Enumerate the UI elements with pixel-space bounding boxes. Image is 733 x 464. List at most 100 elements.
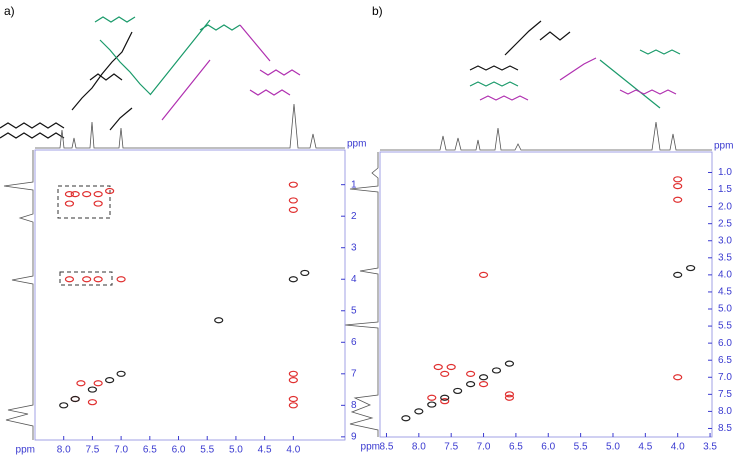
cross-peak — [427, 401, 437, 408]
x-tick-label: 6.0 — [172, 445, 186, 456]
cross-peak — [466, 370, 476, 377]
y-tick-label: 4.0 — [718, 270, 732, 281]
x-tick-label: 6.5 — [509, 442, 523, 453]
plot-frame — [379, 151, 713, 438]
cross-peak — [214, 317, 224, 324]
cross-peak — [673, 374, 683, 381]
x-tick-label: 8.0 — [412, 442, 426, 453]
x-axis-label: ppm — [16, 445, 35, 456]
cross-peak — [673, 183, 683, 190]
y-axis-label: ppm — [347, 139, 366, 150]
cross-peak — [466, 380, 476, 388]
x-tick-label: 6.0 — [541, 442, 555, 453]
cross-peak — [478, 374, 489, 381]
cross-peak — [93, 200, 103, 207]
x-tick-label: 7.5 — [85, 445, 99, 456]
cross-peak — [504, 394, 515, 401]
cross-peak — [64, 276, 75, 283]
y-tick-label: 1.0 — [718, 167, 732, 178]
cross-peak — [686, 264, 696, 272]
y-tick-label: 6 — [351, 337, 357, 348]
y-tick-label: 2.0 — [718, 201, 732, 212]
y-tick-label: 4 — [351, 274, 357, 285]
y-axis-label: ppm — [714, 141, 733, 152]
cross-peak — [453, 387, 463, 395]
x-tick-label: 4.5 — [638, 442, 652, 453]
cross-peak — [87, 399, 98, 406]
cross-peak — [673, 196, 683, 203]
cross-peak — [491, 367, 502, 374]
cross-peak — [300, 269, 310, 277]
y-tick-label: 7 — [351, 368, 357, 379]
y-tick-label: 8 — [351, 400, 357, 411]
cross-peak — [504, 391, 515, 398]
y-tick-label: 7.5 — [718, 389, 732, 400]
cross-peak — [93, 380, 103, 387]
cross-peak — [105, 187, 115, 195]
y-tick-label: 8.5 — [718, 423, 732, 434]
cross-peak — [433, 363, 443, 371]
projection-left-b — [344, 152, 379, 437]
cross-peak — [105, 377, 115, 384]
cross-peak — [673, 176, 683, 183]
y-tick-label: 1.5 — [718, 184, 732, 195]
y-tick-label: 8.0 — [718, 406, 732, 417]
cross-peak — [288, 402, 298, 409]
x-tick-label: 6.5 — [143, 445, 157, 456]
x-tick-label: 8.0 — [57, 445, 71, 456]
cross-peak — [116, 276, 126, 283]
projection-top-a — [35, 103, 345, 149]
panel-label: b) — [372, 4, 383, 18]
cross-peak — [288, 395, 298, 403]
cross-peak — [401, 415, 411, 422]
y-tick-label: 7.0 — [718, 372, 732, 383]
y-tick-label: 4.5 — [718, 287, 732, 298]
x-tick-label: 5.0 — [606, 442, 620, 453]
cross-peak — [288, 276, 298, 283]
cross-peak — [87, 386, 98, 393]
x-tick-label: 4.5 — [258, 445, 272, 456]
cross-peak — [64, 191, 75, 198]
x-tick-label: 5.0 — [229, 445, 243, 456]
cross-peak — [93, 276, 103, 283]
cross-peak — [288, 181, 298, 188]
x-tick-label: 3.5 — [703, 442, 717, 453]
cross-peak — [288, 206, 298, 213]
projection-top-b — [380, 121, 712, 151]
x-tick-label: 5.5 — [574, 442, 588, 453]
cross-peak — [82, 276, 92, 283]
cross-peak — [93, 191, 103, 198]
cross-peak — [478, 380, 489, 388]
cross-peak — [288, 377, 298, 384]
x-tick-label: 7.5 — [444, 442, 458, 453]
cross-peak — [478, 271, 489, 278]
molecule-b — [469, 20, 681, 109]
cross-peak — [116, 370, 126, 377]
cross-peak — [64, 200, 75, 207]
x-tick-label: 5.5 — [200, 445, 214, 456]
x-tick-label: 7.0 — [114, 445, 128, 456]
cross-peak — [673, 271, 683, 278]
cross-peak — [440, 398, 450, 405]
cross-peak — [76, 380, 86, 387]
cross-peak — [70, 191, 80, 198]
y-tick-label: 5 — [351, 305, 357, 316]
molecule-a — [0, 16, 301, 139]
cross-peak — [504, 360, 515, 367]
y-tick-label: 9 — [351, 431, 357, 442]
cross-peak — [414, 408, 424, 415]
x-axis-label: ppm — [361, 442, 380, 453]
y-tick-label: 5.5 — [718, 321, 732, 332]
cross-peak — [288, 197, 298, 204]
cross-peak — [440, 394, 450, 401]
x-tick-label: 7.0 — [477, 442, 491, 453]
cross-peak — [288, 370, 298, 377]
y-tick-label: 6.5 — [718, 355, 732, 366]
cross-peak — [427, 394, 437, 401]
y-tick-label: 3.5 — [718, 252, 732, 263]
cross-peak — [70, 395, 80, 403]
projection-left-a — [3, 150, 34, 440]
y-tick-label: 3 — [351, 242, 357, 253]
cross-peak — [440, 370, 450, 377]
y-tick-label: 5.0 — [718, 304, 732, 315]
